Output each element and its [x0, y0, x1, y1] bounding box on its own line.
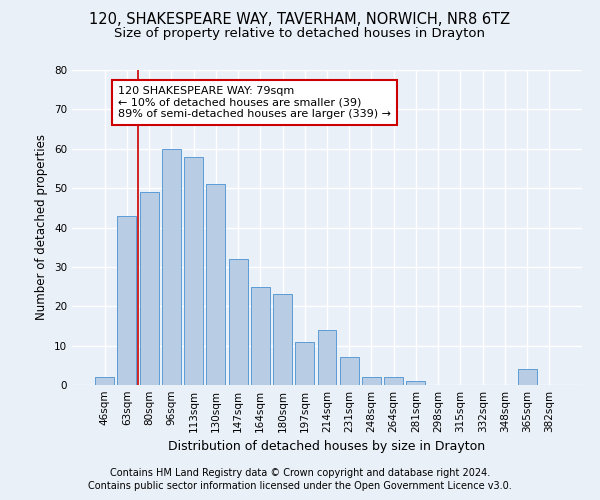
Bar: [251, 286, 270, 385]
Bar: [384, 377, 403, 385]
Bar: [206, 184, 225, 385]
Bar: [362, 377, 381, 385]
X-axis label: Distribution of detached houses by size in Drayton: Distribution of detached houses by size …: [169, 440, 485, 454]
Text: 120, SHAKESPEARE WAY, TAVERHAM, NORWICH, NR8 6TZ: 120, SHAKESPEARE WAY, TAVERHAM, NORWICH,…: [89, 12, 511, 28]
Bar: [229, 259, 248, 385]
Bar: [184, 156, 203, 385]
Bar: [273, 294, 292, 385]
Bar: [317, 330, 337, 385]
Bar: [340, 358, 359, 385]
Bar: [406, 381, 425, 385]
Text: Contains HM Land Registry data © Crown copyright and database right 2024.: Contains HM Land Registry data © Crown c…: [110, 468, 490, 477]
Y-axis label: Number of detached properties: Number of detached properties: [35, 134, 49, 320]
Bar: [95, 377, 114, 385]
Bar: [140, 192, 158, 385]
Bar: [162, 149, 181, 385]
Text: 120 SHAKESPEARE WAY: 79sqm
← 10% of detached houses are smaller (39)
89% of semi: 120 SHAKESPEARE WAY: 79sqm ← 10% of deta…: [118, 86, 391, 119]
Bar: [295, 342, 314, 385]
Text: Contains public sector information licensed under the Open Government Licence v3: Contains public sector information licen…: [88, 481, 512, 491]
Bar: [118, 216, 136, 385]
Text: Size of property relative to detached houses in Drayton: Size of property relative to detached ho…: [115, 28, 485, 40]
Bar: [518, 369, 536, 385]
